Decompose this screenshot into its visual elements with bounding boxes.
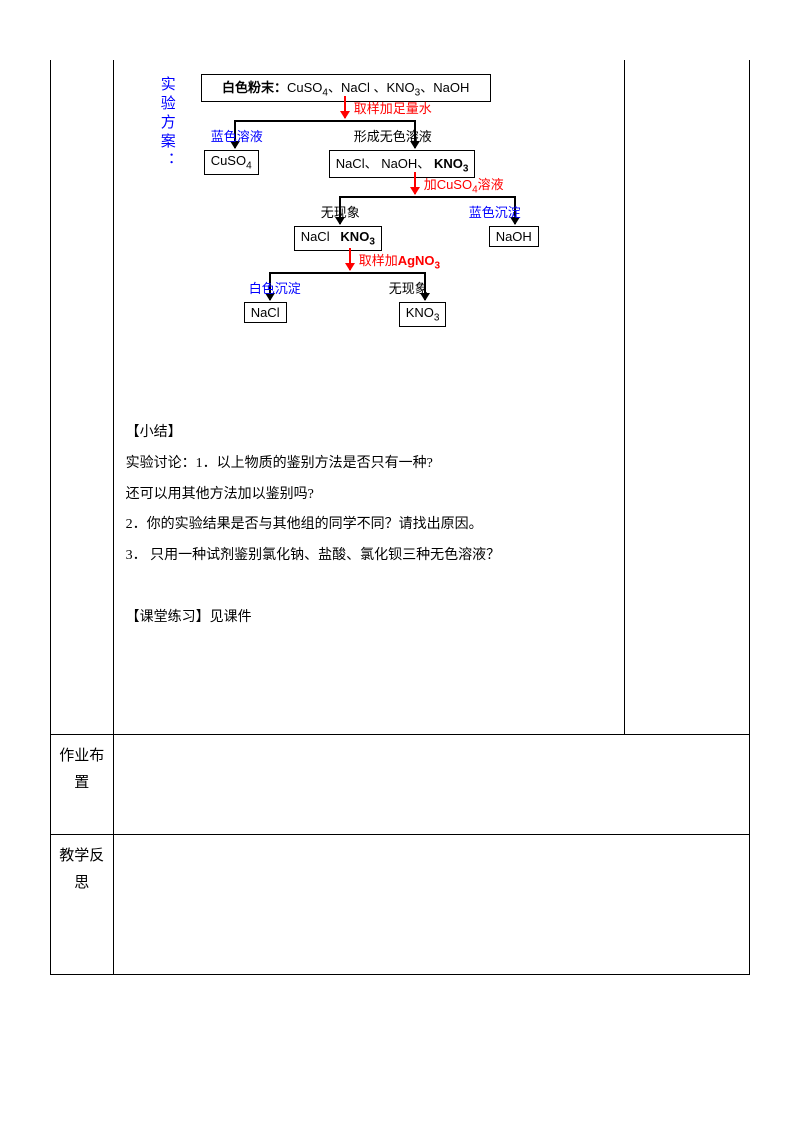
reflect-content (113, 834, 749, 974)
lesson-table: 实验方案： 白色粉末：CuSO4、NaCl 、KNO3、NaOH 取样加足量水 … (50, 60, 750, 975)
right-cell (624, 60, 749, 734)
flowchart-title: 实验方案： (157, 76, 178, 171)
node-top-content: CuSO4、NaCl 、KNO3、NaOH (287, 80, 469, 95)
flowchart: 实验方案： 白色粉末：CuSO4、NaCl 、KNO3、NaOH 取样加足量水 … (149, 68, 589, 398)
blue-precip-label: 蓝色沉淀 (469, 202, 521, 221)
content-cell: 实验方案： 白色粉末：CuSO4、NaCl 、KNO3、NaOH 取样加足量水 … (113, 60, 624, 734)
label-cell-empty (51, 60, 114, 734)
split-line-1 (234, 120, 414, 122)
homework-label: 作业布置 (51, 734, 114, 834)
summary-heading: 【小结】 (126, 418, 612, 449)
step3-label: 取样加AgNO3 (359, 250, 440, 272)
node-cuso4: CuSO4 (204, 150, 259, 175)
no-change-1: 无现象 (321, 202, 360, 221)
reflect-text: 教学反思 (59, 848, 104, 891)
summary-q2: 2．你的实验结果是否与其他组的同学不同？请找出原因。 (126, 510, 612, 541)
arrow-3 (349, 248, 351, 270)
summary-q1b: 还可以用其他方法加以鉴别吗? (126, 480, 612, 511)
node-naoh: NaOH (489, 226, 539, 247)
homework-content (113, 734, 749, 834)
exercise-note: 【课堂练习】见课件 (126, 603, 612, 634)
node-kno3: KNO3 (399, 302, 447, 327)
blue-solution-label: 蓝色溶液 (211, 126, 263, 145)
summary-block: 【小结】 实验讨论：1．以上物质的鉴别方法是否只有一种? 还可以用其他方法加以鉴… (122, 418, 616, 726)
arrow-1 (344, 96, 346, 118)
no-change-2: 无现象 (389, 278, 428, 297)
step1-label: 取样加足量水 (354, 98, 432, 117)
node-top-prefix: 白色粉末： (222, 80, 287, 95)
node-two: NaCl KNO3 (294, 226, 382, 251)
homework-text: 作业布置 (59, 748, 104, 791)
summary-q3: 3． 只用一种试剂鉴别氯化钠、盐酸、氯化钡三种无色溶液？ (126, 541, 612, 572)
summary-q1: 实验讨论：1．以上物质的鉴别方法是否只有一种? (126, 449, 612, 480)
split-line-3 (269, 272, 424, 274)
reflect-label: 教学反思 (51, 834, 114, 974)
clear-solution-label: 形成无色溶液 (354, 126, 432, 145)
split-line-2 (339, 196, 514, 198)
node-nacl: NaCl (244, 302, 287, 323)
arrow-2 (414, 172, 416, 194)
node-top: 白色粉末：CuSO4、NaCl 、KNO3、NaOH (201, 74, 491, 102)
step2-label: 加CuSO4溶液 (424, 174, 504, 196)
white-precip-label: 白色沉淀 (249, 278, 301, 297)
